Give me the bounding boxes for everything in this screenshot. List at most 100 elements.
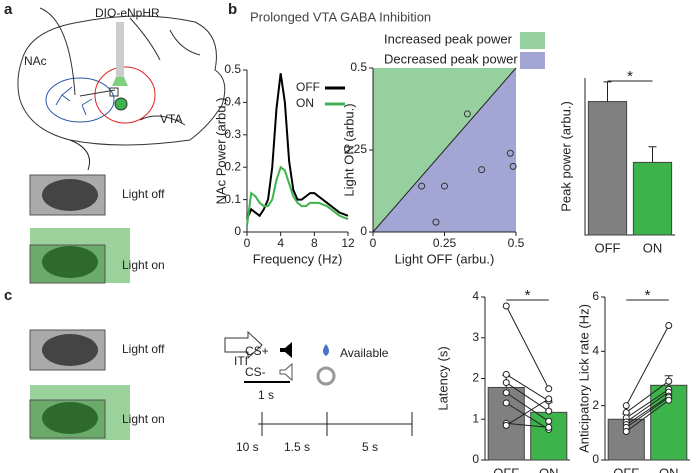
scatter-point bbox=[509, 162, 517, 170]
pair-line bbox=[625, 395, 670, 426]
x-tick-label: OFF bbox=[595, 240, 621, 255]
x-tick-label: 4 bbox=[277, 236, 284, 250]
pair-line bbox=[625, 397, 670, 428]
y-tick-label: 3 bbox=[472, 330, 479, 344]
speaker-icon bbox=[279, 362, 293, 382]
arrow bbox=[224, 330, 263, 360]
individual-point bbox=[665, 396, 673, 404]
y-tick-label: 0 bbox=[472, 452, 479, 466]
error-bar bbox=[648, 146, 657, 163]
y-axis-label: Anticipatory Lick rate (Hz) bbox=[576, 304, 591, 453]
pair-line bbox=[625, 399, 670, 432]
y-axis-label: NAc Power (arbu.) bbox=[213, 98, 228, 205]
individual-point bbox=[545, 407, 553, 415]
x-tick-label: 0 bbox=[244, 236, 251, 250]
error-bar bbox=[603, 81, 612, 102]
x-tick-label: 0.25 bbox=[433, 236, 457, 250]
individual-point bbox=[545, 417, 553, 425]
panel-label: b bbox=[228, 1, 237, 18]
y-tick-label: 2 bbox=[472, 371, 479, 385]
pair-line bbox=[505, 402, 550, 430]
figure-title: Prolonged VTA GABA Inhibition bbox=[250, 9, 431, 24]
y-tick-label: 0.2 bbox=[224, 159, 241, 173]
mouse-on bbox=[29, 228, 130, 284]
task-label: Available bbox=[340, 346, 389, 360]
individual-point bbox=[502, 399, 510, 407]
y-tick-label: 0.25 bbox=[344, 142, 368, 156]
legend-label: Decreased peak power bbox=[384, 51, 518, 66]
y-tick-label: 0 bbox=[360, 224, 367, 238]
mouse-label: Light on bbox=[122, 412, 165, 426]
drop-icon bbox=[323, 344, 329, 356]
individual-point bbox=[622, 427, 630, 435]
timeline bbox=[258, 412, 413, 436]
individual-point bbox=[545, 423, 553, 431]
y-tick-label: 0.4 bbox=[224, 95, 241, 109]
y-tick-label: 2 bbox=[592, 398, 599, 412]
y-axis-label: Light ON (arbu.) bbox=[341, 103, 356, 196]
scatter-point bbox=[441, 182, 448, 190]
pair-line bbox=[505, 398, 550, 426]
line-series bbox=[246, 165, 349, 226]
panel-label: c bbox=[4, 287, 12, 304]
y-tick-label: 4 bbox=[472, 289, 479, 303]
line-series bbox=[246, 73, 349, 220]
pair-line bbox=[506, 422, 549, 428]
x-tick-label: ON bbox=[643, 240, 663, 255]
y-tick-label: 0.5 bbox=[350, 60, 367, 74]
legend-label: ON bbox=[296, 96, 314, 110]
individual-point bbox=[665, 377, 673, 385]
scatter-point bbox=[463, 110, 471, 118]
task-label: CS- bbox=[245, 365, 266, 379]
mouse-label: Light off bbox=[122, 342, 165, 356]
y-tick-label: 0.1 bbox=[224, 192, 241, 206]
phase-label: 10 s bbox=[236, 440, 259, 454]
scatter-point bbox=[478, 166, 486, 174]
scatter-point bbox=[418, 182, 426, 190]
mouse-on bbox=[29, 385, 130, 440]
legend-label: Increased peak power bbox=[384, 31, 513, 46]
optic-fiber bbox=[116, 22, 124, 77]
pair-line bbox=[505, 305, 550, 389]
task-label: 1 s bbox=[258, 388, 274, 402]
scatter-point bbox=[432, 218, 440, 226]
mouse-label: Light on bbox=[122, 258, 165, 272]
x-tick-label: ON bbox=[659, 465, 679, 473]
y-axis-label: Peak power (arbu.) bbox=[558, 101, 573, 212]
legend-swatch bbox=[520, 52, 545, 69]
pair-line bbox=[625, 388, 670, 419]
pair-line bbox=[625, 391, 670, 423]
spout-icon bbox=[316, 366, 336, 386]
x-tick-label: 8 bbox=[311, 236, 318, 250]
y-tick-label: 0.3 bbox=[224, 127, 241, 141]
y-tick-label: 4 bbox=[592, 344, 599, 358]
speaker-icon bbox=[280, 342, 292, 358]
y-tick-label: 6 bbox=[592, 289, 599, 303]
x-tick-label: 12 bbox=[341, 236, 355, 250]
significance-label: * bbox=[645, 287, 651, 304]
pair-line bbox=[505, 382, 550, 412]
brain-sketch bbox=[17, 7, 226, 146]
x-tick-label: 0.5 bbox=[508, 236, 525, 250]
individual-point bbox=[622, 402, 630, 410]
significance-label: * bbox=[525, 287, 531, 304]
individual-point bbox=[665, 322, 673, 330]
phase-label: 5 s bbox=[362, 440, 378, 454]
y-tick-label: 0 bbox=[234, 224, 241, 238]
pair-line bbox=[505, 392, 550, 422]
task-label: ITI bbox=[234, 354, 248, 368]
bar bbox=[587, 101, 628, 236]
individual-point bbox=[502, 302, 510, 310]
mouse-label: Light off bbox=[122, 187, 165, 201]
individual-point bbox=[502, 389, 510, 397]
panel-label: a bbox=[4, 1, 13, 18]
region-label: NAc bbox=[24, 54, 47, 68]
individual-point bbox=[502, 370, 510, 378]
phase-label: 1.5 s bbox=[284, 440, 310, 454]
region-label: VTA bbox=[160, 112, 182, 126]
x-tick-label: OFF bbox=[613, 465, 639, 473]
legend-swatch bbox=[520, 32, 545, 49]
x-axis-label: Frequency (Hz) bbox=[253, 251, 343, 266]
x-tick-label: 0 bbox=[370, 236, 377, 250]
